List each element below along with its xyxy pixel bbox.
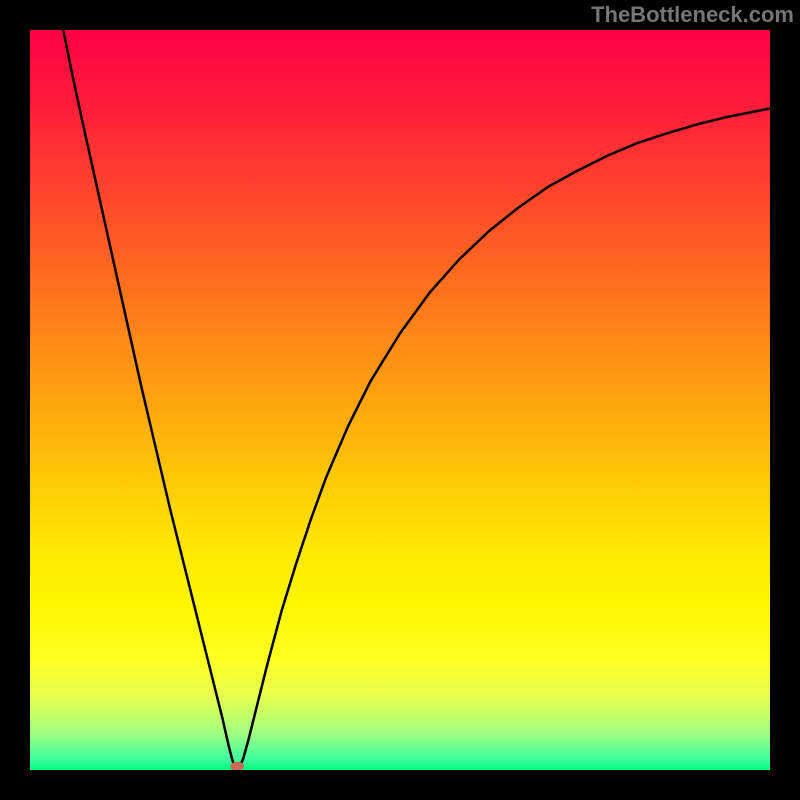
chart-svg <box>0 0 800 800</box>
chart-background <box>30 30 770 770</box>
chart-container: TheBottleneck.com <box>0 0 800 800</box>
minimum-marker <box>230 762 244 771</box>
watermark-text: TheBottleneck.com <box>591 2 794 28</box>
